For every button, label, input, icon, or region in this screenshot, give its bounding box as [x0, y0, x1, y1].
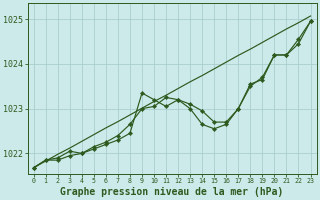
- X-axis label: Graphe pression niveau de la mer (hPa): Graphe pression niveau de la mer (hPa): [60, 186, 284, 197]
